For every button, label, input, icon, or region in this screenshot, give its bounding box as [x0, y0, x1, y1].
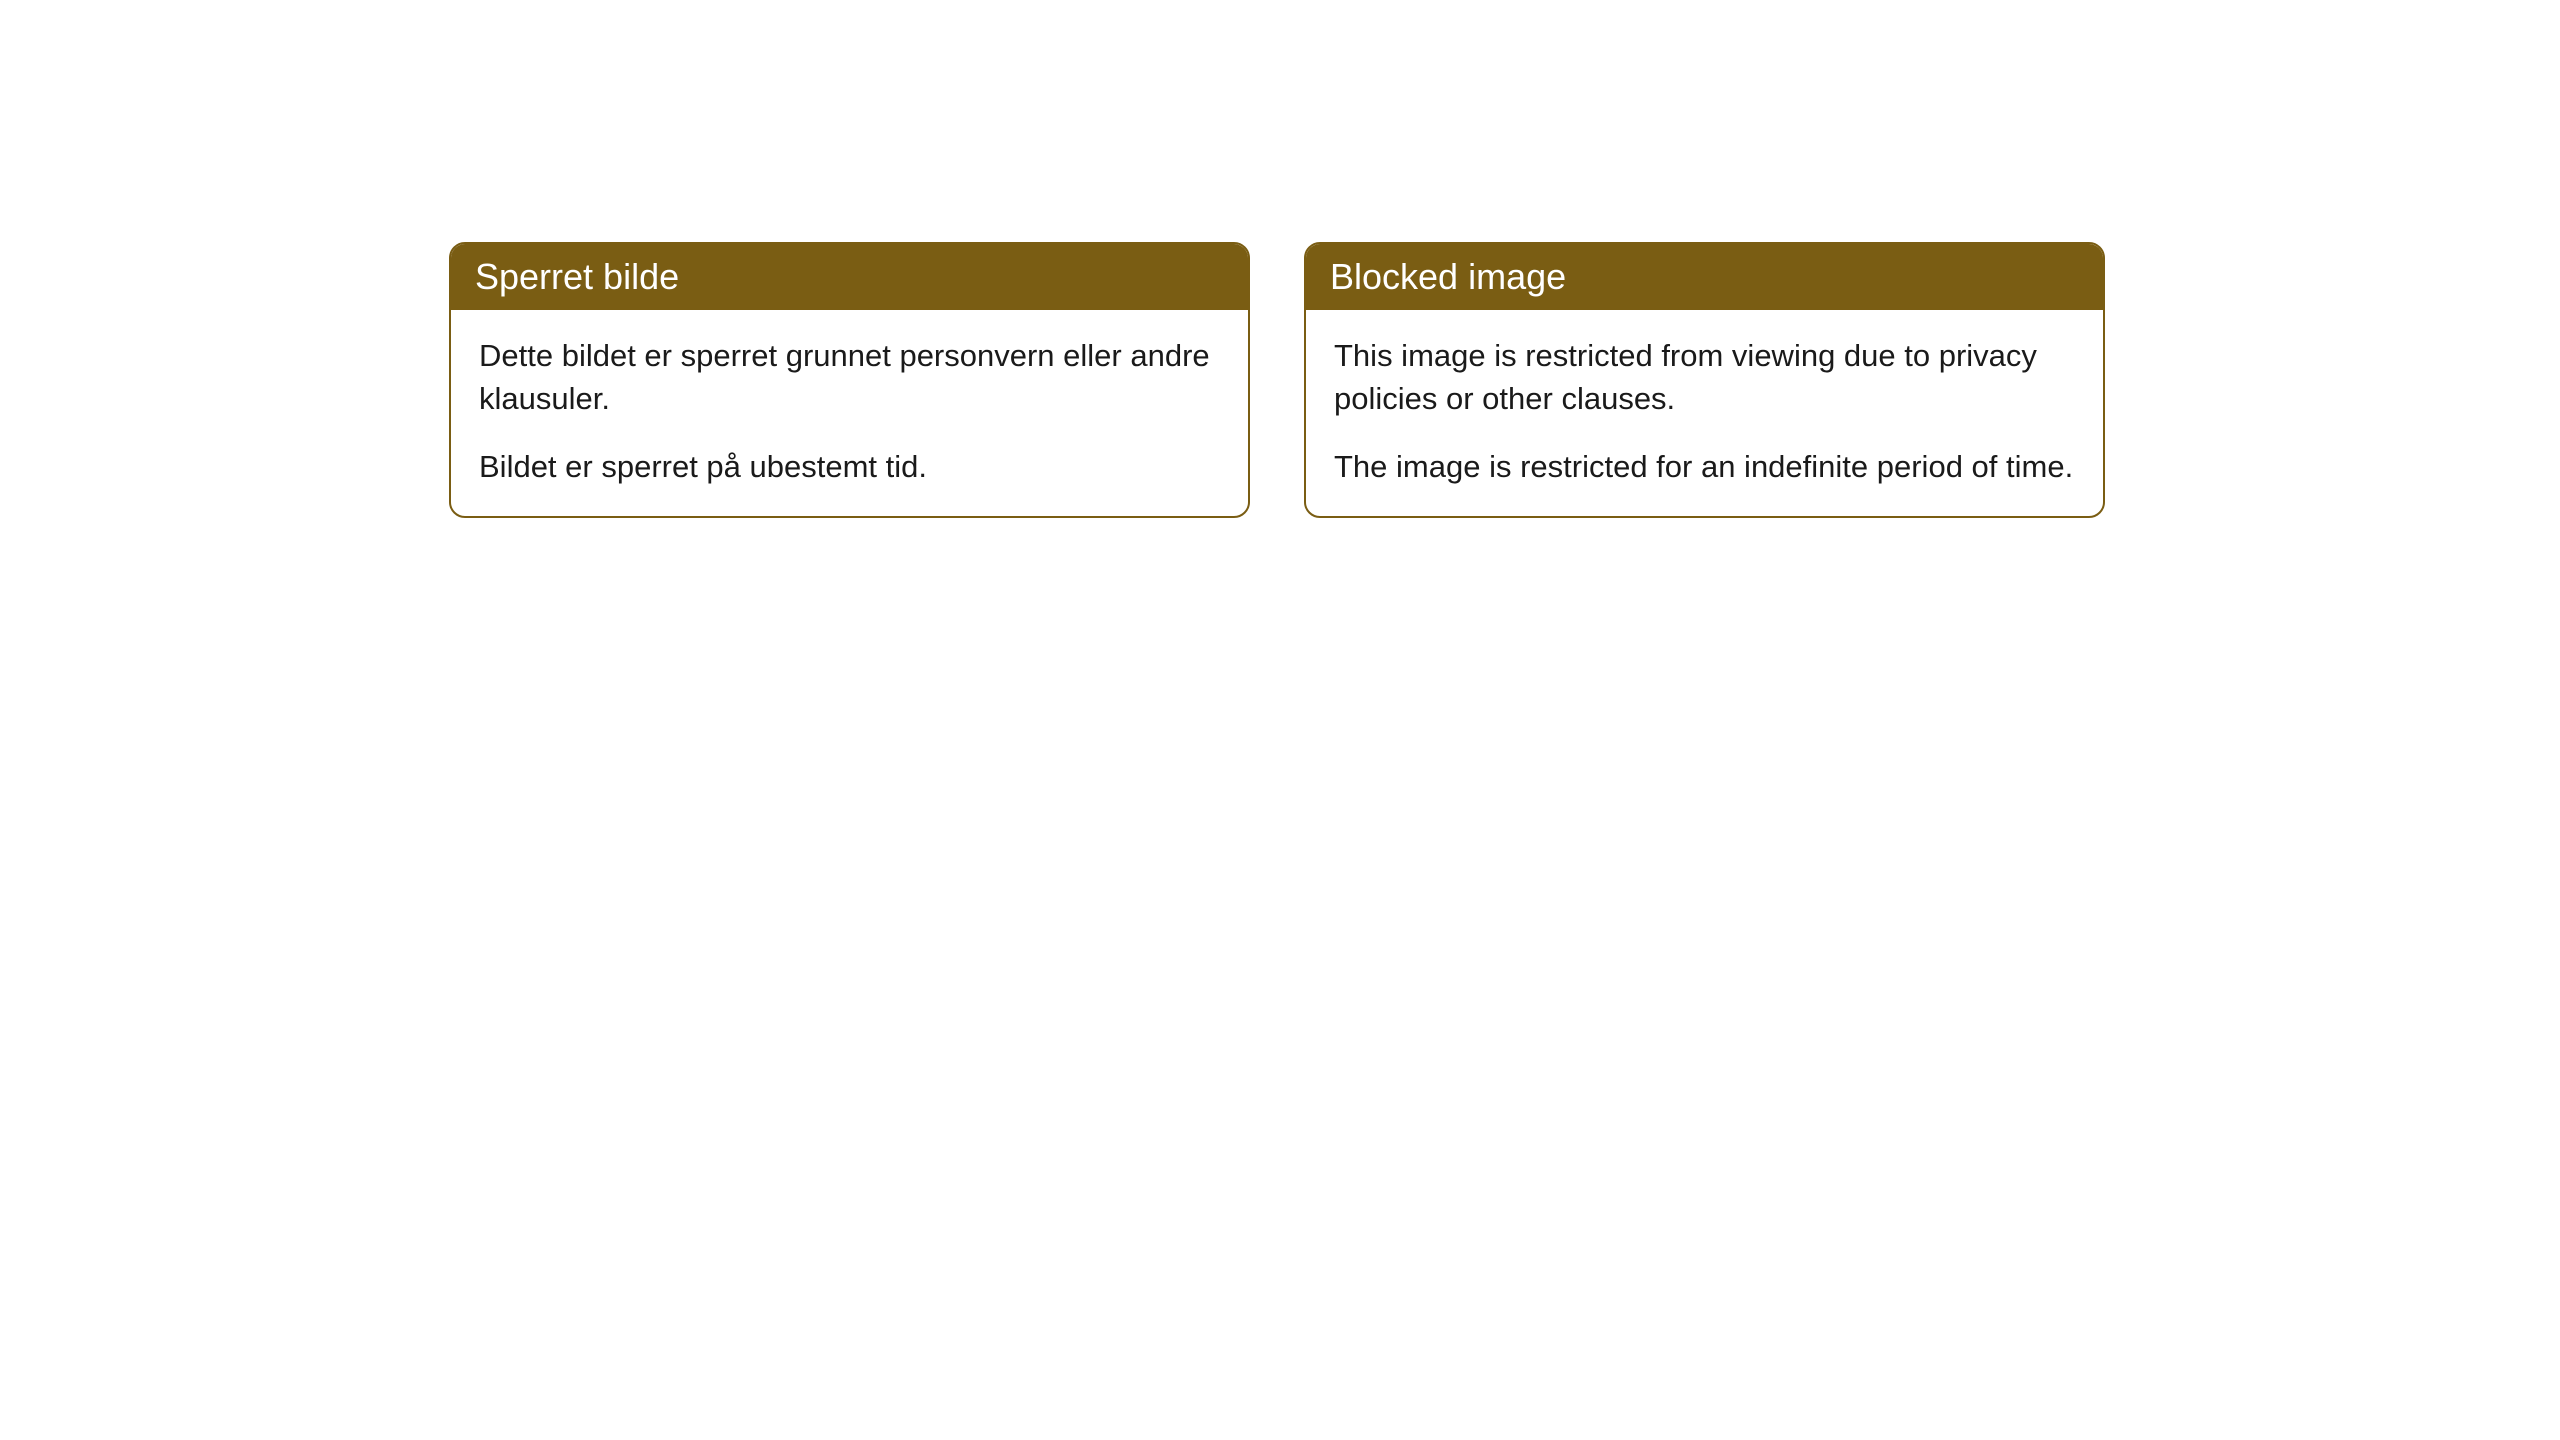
notice-box-norwegian: Sperret bilde Dette bildet er sperret gr…: [449, 242, 1250, 518]
notice-header: Sperret bilde: [451, 244, 1248, 310]
notice-paragraph: The image is restricted for an indefinit…: [1334, 445, 2075, 488]
notice-header: Blocked image: [1306, 244, 2103, 310]
notice-box-english: Blocked image This image is restricted f…: [1304, 242, 2105, 518]
notice-body: Dette bildet er sperret grunnet personve…: [451, 310, 1248, 516]
notice-paragraph: Bildet er sperret på ubestemt tid.: [479, 445, 1220, 488]
notice-paragraph: This image is restricted from viewing du…: [1334, 334, 2075, 421]
notice-container: Sperret bilde Dette bildet er sperret gr…: [0, 0, 2560, 518]
notice-paragraph: Dette bildet er sperret grunnet personve…: [479, 334, 1220, 421]
notice-body: This image is restricted from viewing du…: [1306, 310, 2103, 516]
